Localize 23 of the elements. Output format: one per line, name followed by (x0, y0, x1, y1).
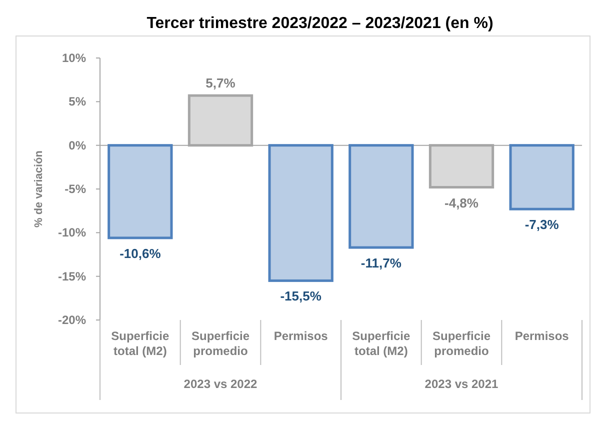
x-tick-label: Superficie total (M2) (352, 329, 410, 358)
text: 2023 vs 2022 (184, 377, 258, 391)
y-tick-label: 0% (68, 138, 86, 152)
y-axis-title: % de variación (33, 150, 45, 228)
chart-title: Tercer trimestre 2023/2022 – 2023/2021 (en %) (146, 15, 494, 32)
x-tick-label: Permisos (514, 329, 570, 343)
text: 2023 vs 2021 (424, 377, 499, 391)
data-label: -11,7% (360, 256, 402, 271)
x-tick-label: Superficie total (M2) (111, 329, 170, 358)
data-label: 5,7% (206, 76, 236, 91)
y-tick-label: -20% (58, 313, 86, 327)
x-tick-label: Superficie promedio (432, 329, 491, 358)
data-label: -15,5% (280, 288, 322, 304)
data-label: -4,8% (444, 195, 479, 210)
x-tick-label: Permisos (274, 329, 328, 343)
y-tick-label: -5% (64, 182, 86, 196)
data-label: -10,6% (120, 246, 162, 261)
y-tick-label: 10% (62, 51, 86, 65)
x-tick-label: Superficie promedio (191, 329, 250, 358)
y-tick-label: 5% (68, 94, 86, 109)
data-label: -7,3% (524, 217, 560, 232)
y-tick-label: -10% (58, 226, 86, 240)
y-tick-label: -15% (58, 269, 86, 284)
